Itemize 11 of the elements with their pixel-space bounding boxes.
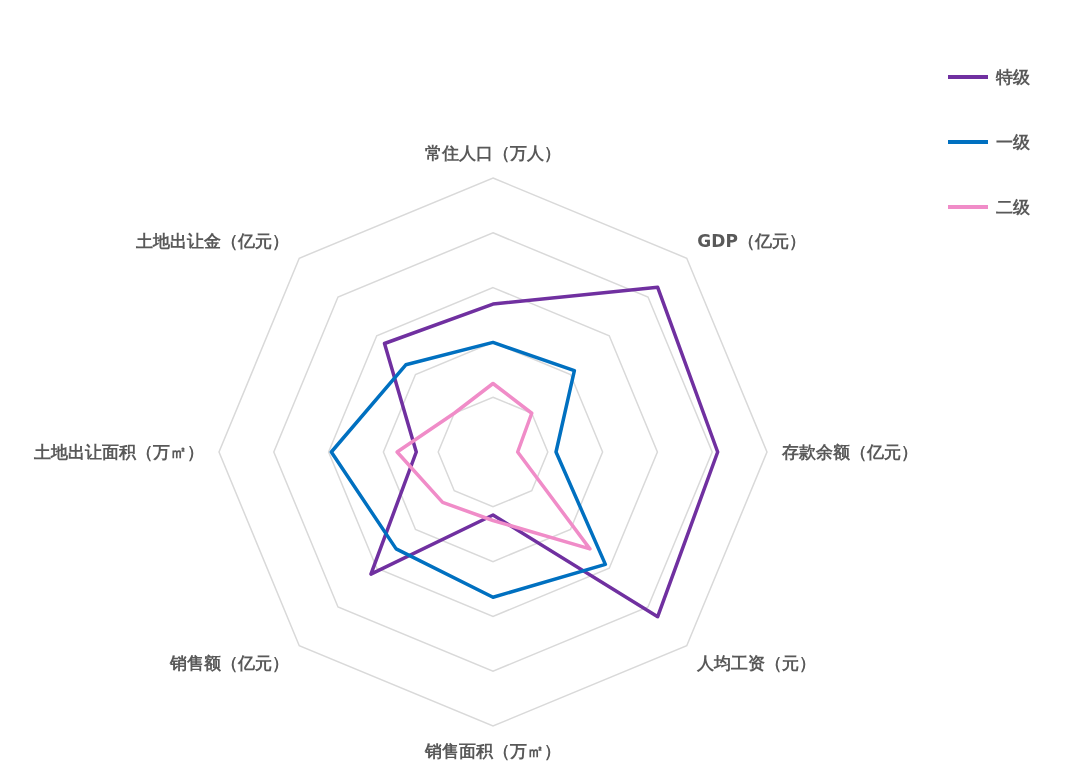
spoke-label: 人均工资（元） xyxy=(696,653,817,674)
spoke-label: 销售面积（万㎡） xyxy=(424,741,561,761)
spoke-label: 土地出让面积（万㎡） xyxy=(33,442,204,462)
spoke-label: 存款余额（亿元） xyxy=(781,442,918,462)
legend-label: 一级 xyxy=(996,132,1031,152)
spoke-label: 常住人口（万人） xyxy=(425,143,561,163)
legend-label: 二级 xyxy=(996,197,1031,217)
spoke-label: 土地出让金（亿元） xyxy=(134,230,289,251)
spoke-label: GDP（亿元） xyxy=(697,230,806,251)
legend-label: 特级 xyxy=(995,67,1031,87)
spoke-label: 销售额（亿元） xyxy=(168,653,289,674)
